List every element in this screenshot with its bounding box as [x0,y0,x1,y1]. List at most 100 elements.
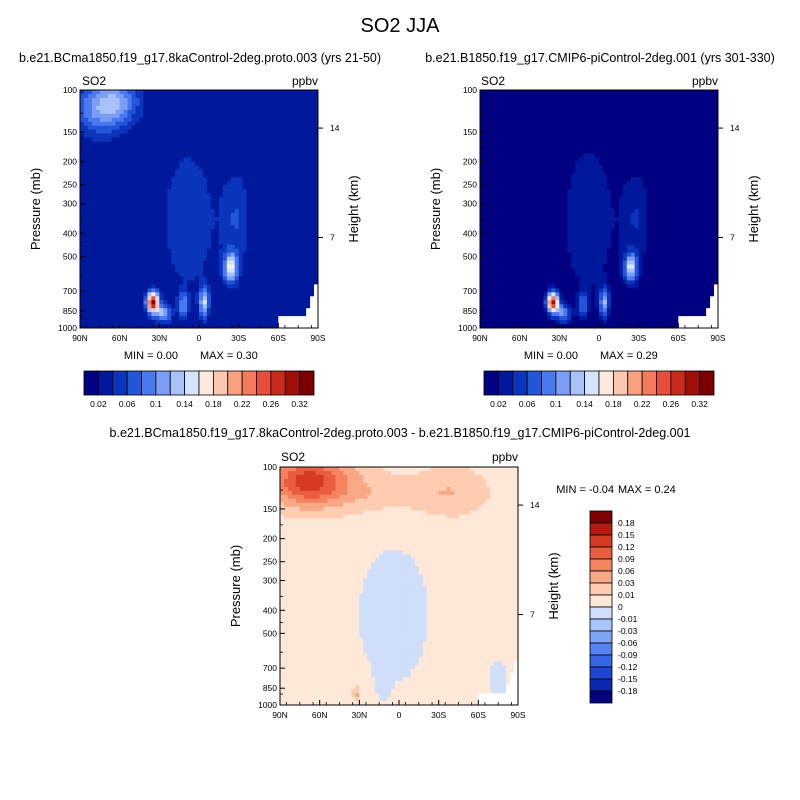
contour-cell [507,324,513,329]
contour-cell [87,288,93,293]
contour-cell [195,312,200,317]
contour-cell [499,201,505,206]
contour-cell [159,169,164,174]
contour-cell [147,256,152,261]
contour-cell [314,260,319,265]
contour-cell [151,240,156,246]
contour-cell [310,284,315,289]
contour-cell [222,177,228,182]
contour-cell [278,117,283,123]
contour-cell [127,224,132,230]
contour-cell [218,117,224,123]
contour-cell [278,145,283,150]
contour-cell [135,181,140,186]
contour-cell [230,324,236,329]
contour-cell [294,320,299,325]
contour-cell [290,113,295,119]
contour-cell [163,161,168,166]
contour-cell [306,220,311,226]
contour-cell [202,252,208,257]
contour-cell [487,173,493,178]
contour-cell [302,109,307,115]
contour-cell [511,276,517,281]
contour-cell [179,145,184,150]
contour-cell [547,201,552,206]
contour-cell [555,296,560,301]
contour-cell [531,268,536,273]
contour-cell [175,236,180,242]
contour-cell [91,280,97,285]
contour-cell [123,93,128,99]
contour-cell [167,125,172,131]
contour-cell [202,141,208,146]
contour-cell [290,324,295,329]
contour-cell [103,185,109,190]
contour-cell [306,169,311,174]
contour-cell [80,153,85,158]
contour-cell [262,292,267,297]
contour-cell [119,145,125,150]
contour-cell [131,165,136,170]
contour-cell [218,209,224,214]
contour-cell [230,165,236,170]
contour-cell [258,300,263,305]
contour-cell [519,137,525,142]
contour-cell [159,212,164,218]
contour-cell [480,173,485,178]
contour-cell [294,276,299,281]
contour-cell [547,272,552,277]
contour-cell [87,189,93,194]
contour-cell [206,149,212,154]
contour-cell [266,157,271,162]
contour-cell [262,216,267,222]
contour-cell [167,284,172,289]
contour-cell [499,193,505,198]
contour-cell [87,284,93,289]
contour-cell [246,149,251,154]
contour-cell [250,165,255,170]
contour-cell [254,161,259,166]
contour-cell [238,137,244,142]
contour-cell [246,93,251,99]
contour-cell [242,169,247,174]
contour-cell [123,137,128,142]
contour-cell [218,276,224,281]
contour-cell [563,117,568,123]
contour-cell [547,220,552,226]
contour-cell [487,193,493,198]
contour-cell [147,228,152,234]
contour-cell [555,292,560,297]
contour-cell [195,304,200,309]
contour-cell [487,212,493,218]
contour-cell [531,109,536,115]
contour-cell [218,316,224,321]
contour-cell [119,113,125,119]
contour-cell [539,149,544,154]
contour-cell [499,189,505,194]
contour-cell [483,224,489,230]
contour-cell [242,90,247,95]
contour-cell [551,209,556,214]
contour-cell [234,137,240,142]
contour-cell [499,268,505,273]
contour-cell [290,264,295,269]
contour-cell [107,292,113,297]
contour-cell [115,121,121,127]
contour-cell [242,205,247,210]
contour-cell [306,248,311,254]
contour-cell [310,232,315,238]
contour-cell [250,260,255,265]
contour-cell [282,220,287,226]
contour-cell [183,288,188,293]
contour-cell [147,205,152,210]
contour-cell [495,260,501,265]
contour-cell [290,256,295,261]
contour-cell [507,308,513,313]
contour-cell [191,276,196,281]
contour-cell [499,272,505,277]
contour-cell [294,97,299,103]
contour-cell [206,300,212,305]
contour-cell [159,272,164,277]
contour-cell [171,109,176,115]
contour-cell [95,157,101,162]
